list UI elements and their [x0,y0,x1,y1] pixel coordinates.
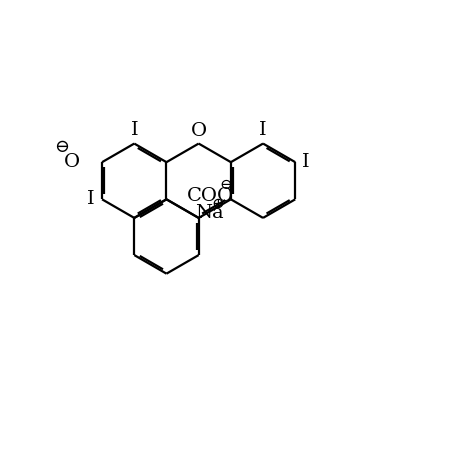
Text: I: I [302,153,309,171]
Text: O: O [64,153,80,171]
Text: O: O [191,122,207,140]
Text: ⊖: ⊖ [219,178,232,192]
Text: ⊕: ⊕ [211,197,224,211]
Text: COO: COO [187,187,234,205]
Text: Na: Na [195,204,224,222]
Text: I: I [131,121,138,139]
Text: I: I [87,190,95,208]
Text: ⊖: ⊖ [53,138,69,156]
Text: I: I [259,121,267,139]
